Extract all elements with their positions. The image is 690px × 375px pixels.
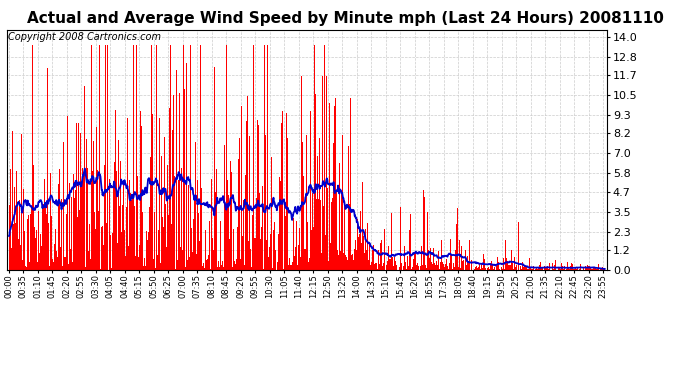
Text: Copyright 2008 Cartronics.com: Copyright 2008 Cartronics.com (8, 32, 161, 42)
Text: Actual and Average Wind Speed by Minute mph (Last 24 Hours) 20081110: Actual and Average Wind Speed by Minute … (26, 11, 664, 26)
